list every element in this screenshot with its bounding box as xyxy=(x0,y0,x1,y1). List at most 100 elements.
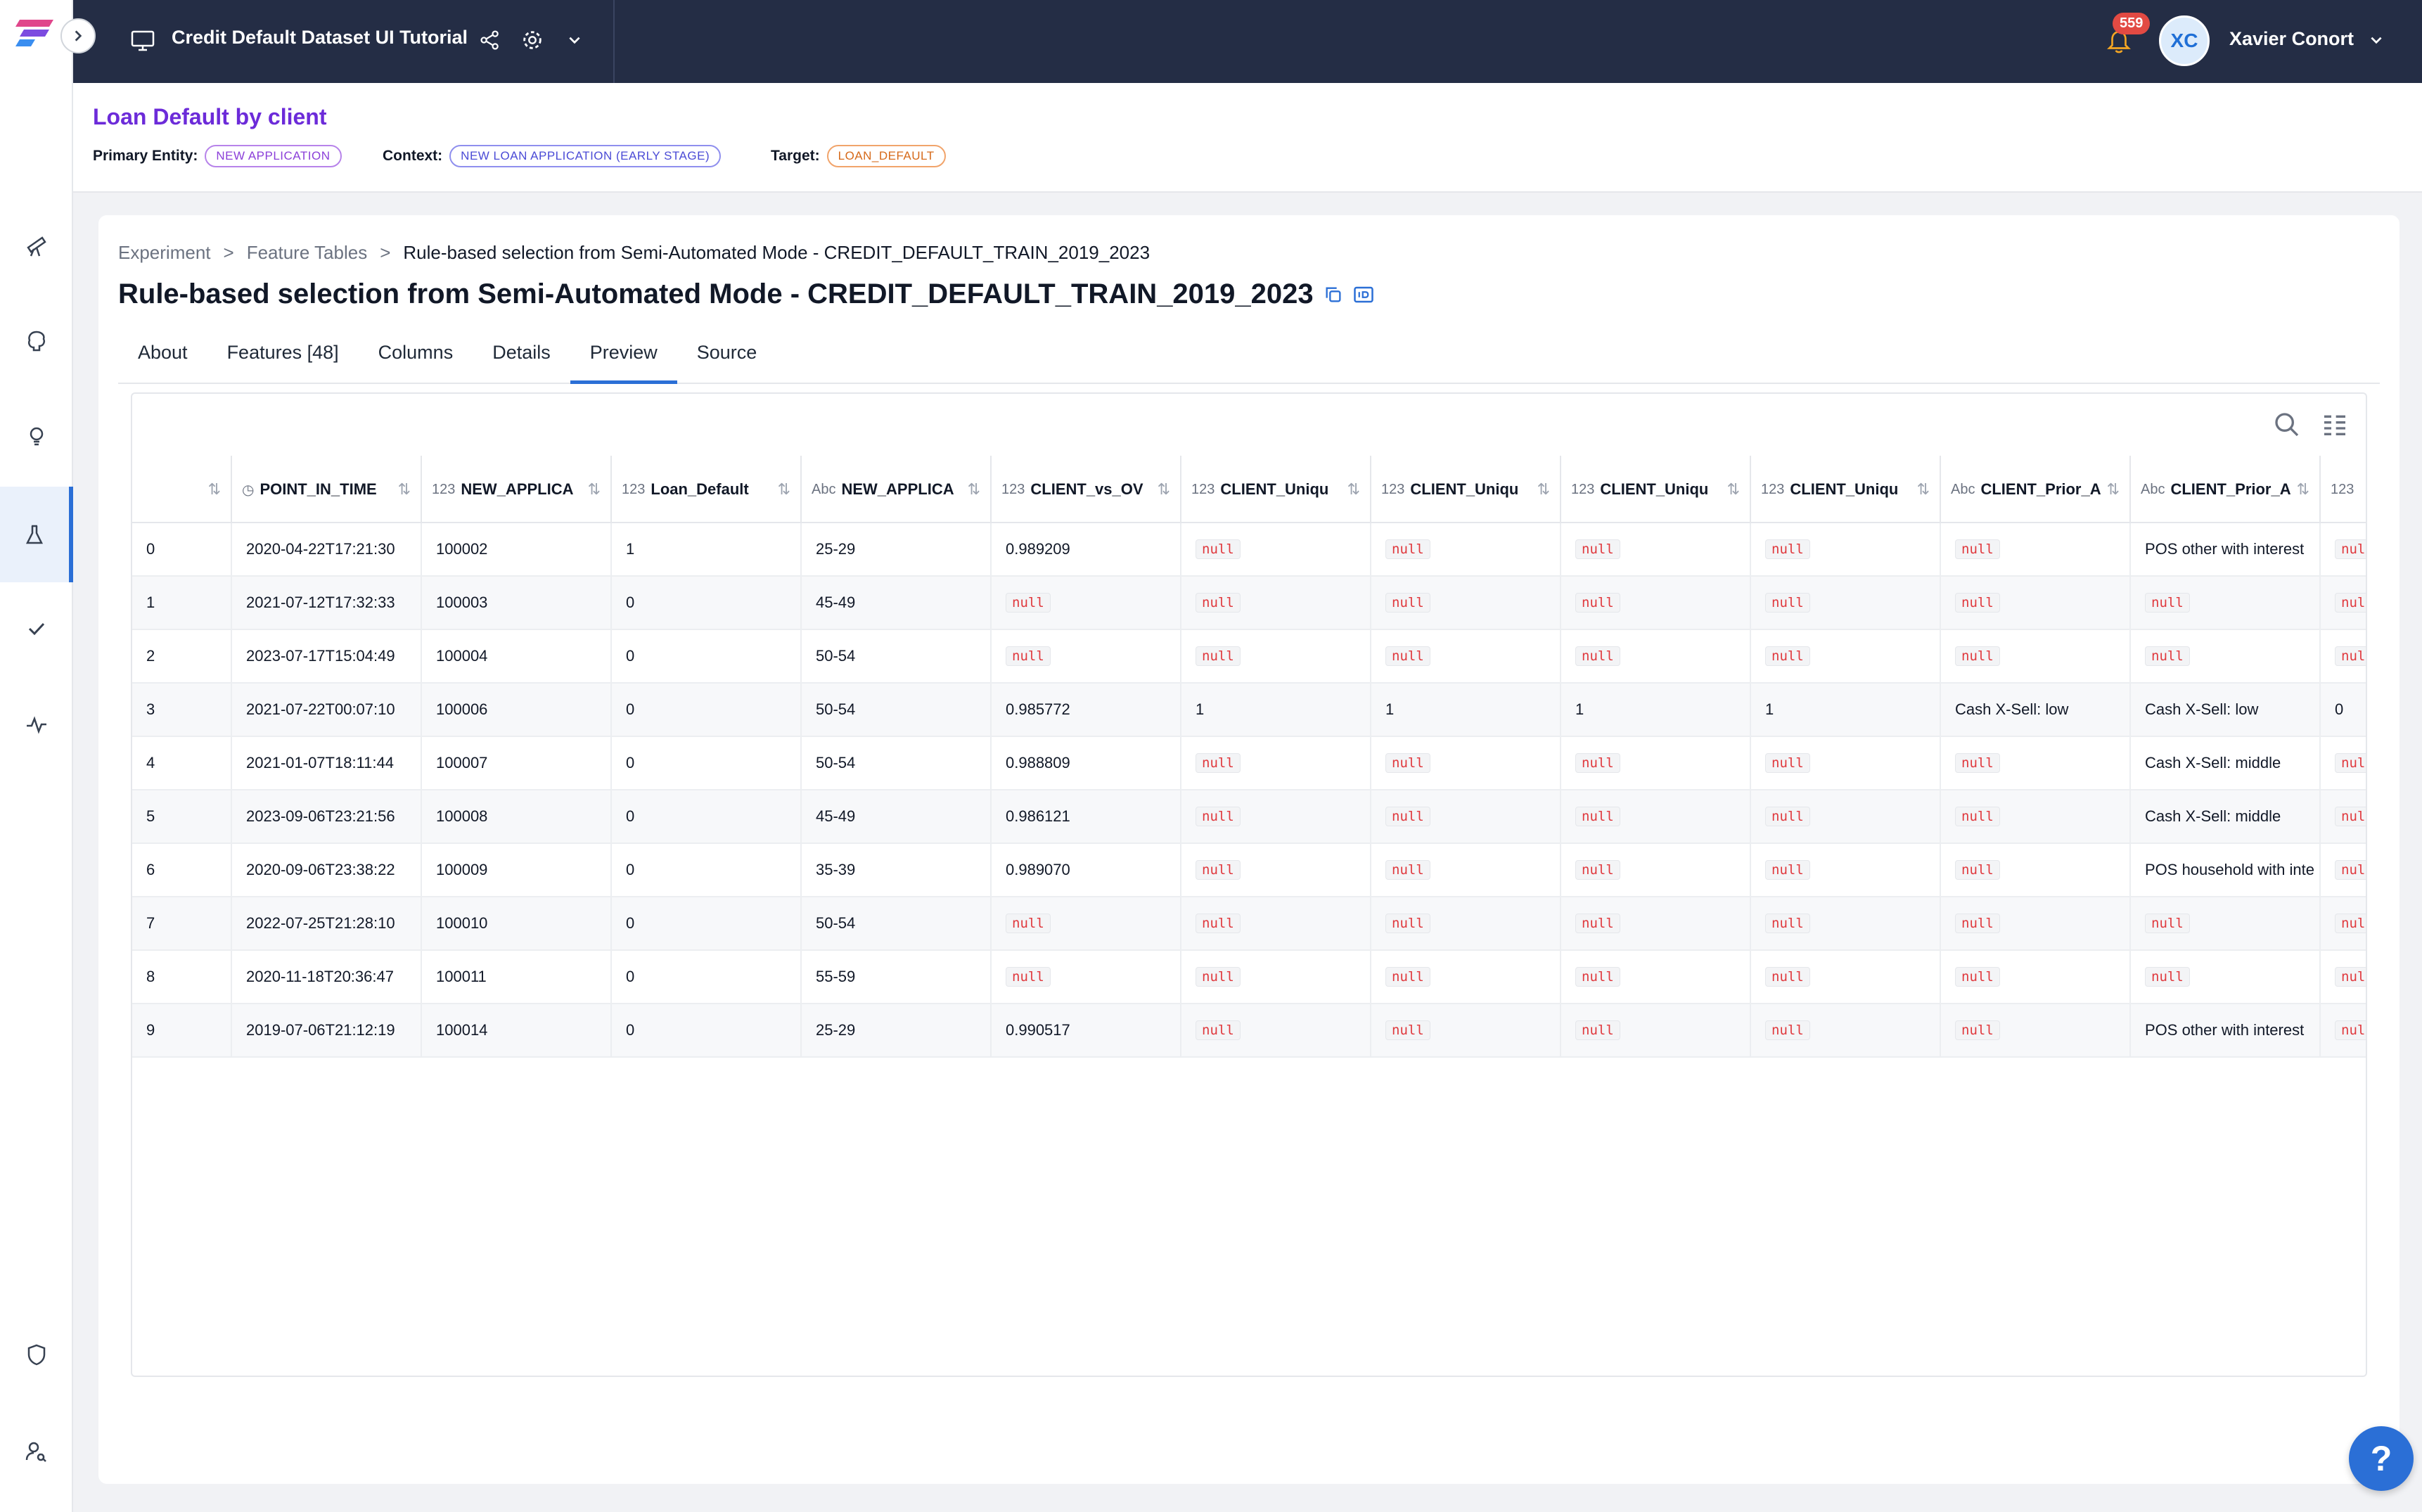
index-column-header[interactable]: ⇅ xyxy=(132,456,232,523)
column-header[interactable]: 123 CLIENT_Uniqu ⇅ xyxy=(1561,456,1751,523)
table-cell: 2021-07-12T17:32:33 xyxy=(232,577,422,629)
table-cell: null xyxy=(1941,630,2131,682)
column-type-icon: Abc xyxy=(2141,481,2165,497)
null-badge: null xyxy=(1196,807,1241,826)
sort-icon[interactable]: ⇅ xyxy=(1157,480,1170,498)
primary-entity: Primary Entity: NEW APPLICATION xyxy=(93,145,342,167)
table-row[interactable]: 2 2023-07-17T15:04:49 100004 0 50-54 null null… xyxy=(132,630,2366,684)
breadcrumb-experiment[interactable]: Experiment xyxy=(118,242,211,263)
gear-icon[interactable] xyxy=(518,25,547,55)
table-cell: Cash X-Sell: middle xyxy=(2131,737,2321,789)
app-logo-icon[interactable] xyxy=(14,17,56,52)
column-header[interactable]: ◷ POINT_IN_TIME ⇅ xyxy=(232,456,422,523)
sort-icon[interactable]: ⇅ xyxy=(1726,480,1740,498)
flask-icon[interactable] xyxy=(0,487,73,582)
checkmark-icon[interactable] xyxy=(0,581,73,677)
table-row[interactable]: 9 2019-07-06T21:12:19 100014 0 25-29 0.990517… xyxy=(132,1004,2366,1058)
table-row[interactable]: 1 2021-07-12T17:32:33 100003 0 45-49 null null… xyxy=(132,577,2366,630)
sort-icon[interactable]: ⇅ xyxy=(207,480,221,498)
column-type-icon: 123 xyxy=(1001,481,1025,497)
primary-entity-pill: NEW APPLICATION xyxy=(205,145,342,167)
table-cell: 0 xyxy=(612,951,802,1003)
tab-details[interactable]: Details xyxy=(492,342,551,363)
null-badge: null xyxy=(2335,539,2366,559)
table-cell: 25-29 xyxy=(802,1004,992,1056)
table-row[interactable]: 3 2021-07-22T00:07:10 100006 0 50-54 0.985772… xyxy=(132,684,2366,737)
column-header[interactable]: 123 Loan_Default ⇅ xyxy=(612,456,802,523)
sort-icon[interactable]: ⇅ xyxy=(397,480,411,498)
avatar[interactable]: XC xyxy=(2159,15,2210,66)
sort-icon[interactable]: ⇅ xyxy=(777,480,790,498)
column-header[interactable]: Abc CLIENT_Prior_A ⇅ xyxy=(2131,456,2321,523)
sort-icon[interactable]: ⇅ xyxy=(1916,480,1930,498)
table-cell: Cash X-Sell: low xyxy=(2131,684,2321,736)
activity-icon[interactable] xyxy=(0,677,73,772)
table-cell: null xyxy=(1181,630,1371,682)
column-header[interactable]: Abc NEW_APPLICA ⇅ xyxy=(802,456,992,523)
column-header[interactable]: 123 CLIENT_Uniqu ⇅ xyxy=(1371,456,1561,523)
table-row[interactable]: 8 2020-11-18T20:36:47 100011 0 55-59 null null… xyxy=(132,951,2366,1004)
table-row[interactable]: 6 2020-09-06T23:38:22 100009 0 35-39 0.989070… xyxy=(132,844,2366,897)
sort-icon[interactable]: ⇅ xyxy=(587,480,601,498)
brain-icon[interactable] xyxy=(0,293,73,388)
table-cell: null xyxy=(1941,951,2131,1003)
sort-icon[interactable]: ⇅ xyxy=(967,480,980,498)
breadcrumb-feature-tables[interactable]: Feature Tables xyxy=(246,242,368,263)
help-button[interactable]: ? xyxy=(2349,1426,2414,1491)
sort-icon[interactable]: ⇅ xyxy=(1537,480,1550,498)
use-case-title[interactable]: Loan Default by client xyxy=(93,104,327,129)
table-cell: null xyxy=(2321,630,2366,682)
table-cell: 0 xyxy=(132,523,232,575)
tab-source[interactable]: Source xyxy=(696,342,757,363)
table-cell: null xyxy=(1561,1004,1751,1056)
table-cell: 2021-07-22T00:07:10 xyxy=(232,684,422,736)
column-header[interactable]: 123 CLIENT_vs_OV ⇅ xyxy=(992,456,1181,523)
null-badge: null xyxy=(1955,807,2000,826)
user-menu-chevron-icon[interactable] xyxy=(2362,25,2391,55)
tab-preview[interactable]: Preview xyxy=(570,333,677,384)
columns-icon[interactable] xyxy=(2321,411,2349,439)
column-header[interactable]: Abc CLIENT_Prior_A ⇅ xyxy=(1941,456,2131,523)
null-badge: null xyxy=(1385,593,1430,613)
breadcrumb-separator: > xyxy=(380,242,391,263)
tab-features[interactable]: Features [48] xyxy=(226,342,339,363)
table-row[interactable]: 0 2020-04-22T17:21:30 100002 1 25-29 0.989209… xyxy=(132,523,2366,577)
tab-about[interactable]: About xyxy=(138,342,188,363)
table-cell: 45-49 xyxy=(802,577,992,629)
lightbulb-icon[interactable] xyxy=(0,388,73,484)
null-badge: null xyxy=(1955,753,2000,773)
column-header[interactable]: 123 NEW_APPLICA ⇅ xyxy=(422,456,612,523)
user-name[interactable]: Xavier Conort xyxy=(2229,28,2354,49)
column-type-icon: 123 xyxy=(1191,481,1215,497)
tab-columns[interactable]: Columns xyxy=(378,342,454,363)
chevron-down-icon[interactable] xyxy=(560,25,589,55)
share-icon[interactable] xyxy=(475,25,505,55)
table-cell: 0.986121 xyxy=(992,790,1181,843)
table-row[interactable]: 7 2022-07-25T21:28:10 100010 0 50-54 null null… xyxy=(132,897,2366,951)
search-icon[interactable] xyxy=(2273,411,2301,439)
column-header[interactable]: 123 CLIENT_Uniqu ⇅ xyxy=(1751,456,1941,523)
shield-icon[interactable] xyxy=(0,1307,73,1402)
table-row[interactable]: 4 2021-01-07T18:11:44 100007 0 50-54 0.988809… xyxy=(132,737,2366,790)
project-selector[interactable]: Credit Default Dataset UI Tutorial xyxy=(73,0,615,83)
id-icon[interactable] xyxy=(1353,284,1374,305)
table-cell: 2021-01-07T18:11:44 xyxy=(232,737,422,789)
user-search-icon[interactable] xyxy=(0,1404,73,1499)
telescope-icon[interactable] xyxy=(0,197,73,293)
sidebar-expand-button[interactable] xyxy=(60,18,96,53)
table-cell: null xyxy=(1751,897,1941,949)
null-badge: null xyxy=(1385,539,1430,559)
table-cell: null xyxy=(1181,577,1371,629)
table-cell: 0 xyxy=(612,577,802,629)
column-header[interactable]: 123 xyxy=(2321,456,2366,523)
sort-icon[interactable]: ⇅ xyxy=(1347,480,1360,498)
table-row[interactable]: 5 2023-09-06T23:21:56 100008 0 45-49 0.986121… xyxy=(132,790,2366,844)
sort-icon[interactable]: ⇅ xyxy=(2106,480,2120,498)
column-header[interactable]: 123 CLIENT_Uniqu ⇅ xyxy=(1181,456,1371,523)
column-type-icon: 123 xyxy=(622,481,646,497)
table-cell: 0.990517 xyxy=(992,1004,1181,1056)
table-cell: 25-29 xyxy=(802,523,992,575)
sort-icon[interactable]: ⇅ xyxy=(2296,480,2310,498)
null-badge: null xyxy=(1955,914,2000,933)
copy-icon[interactable] xyxy=(1324,285,1343,305)
